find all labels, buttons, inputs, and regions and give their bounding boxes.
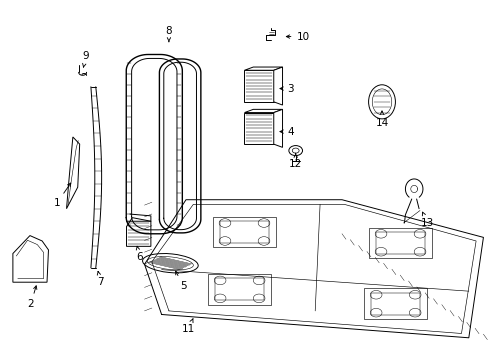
Ellipse shape (371, 89, 391, 115)
Polygon shape (244, 113, 273, 144)
Polygon shape (273, 109, 282, 147)
Polygon shape (244, 109, 282, 113)
Bar (368, 228, 431, 258)
Text: 8: 8 (165, 26, 172, 42)
Bar (220, 221, 268, 243)
Polygon shape (13, 235, 48, 282)
Polygon shape (66, 137, 80, 209)
Text: 6: 6 (136, 246, 142, 262)
Text: 5: 5 (175, 271, 186, 291)
Polygon shape (244, 67, 282, 70)
Bar (215, 278, 264, 301)
Polygon shape (273, 67, 282, 105)
Text: 10: 10 (286, 32, 309, 41)
Ellipse shape (368, 85, 395, 119)
Text: 12: 12 (288, 153, 302, 169)
Ellipse shape (142, 253, 198, 273)
Text: 4: 4 (280, 127, 294, 136)
Polygon shape (126, 218, 151, 246)
Text: 1: 1 (53, 183, 71, 208)
Polygon shape (244, 70, 273, 102)
Text: 9: 9 (82, 51, 89, 67)
Text: 14: 14 (375, 111, 388, 128)
Bar (363, 288, 427, 319)
Text: 13: 13 (420, 212, 433, 228)
Bar (375, 231, 424, 254)
Text: 11: 11 (182, 319, 195, 334)
Text: 3: 3 (280, 84, 294, 94)
Bar (212, 217, 276, 247)
Bar (370, 293, 419, 315)
Bar (207, 274, 271, 305)
Text: 7: 7 (97, 271, 104, 287)
Text: 2: 2 (27, 286, 37, 309)
Ellipse shape (147, 257, 193, 270)
